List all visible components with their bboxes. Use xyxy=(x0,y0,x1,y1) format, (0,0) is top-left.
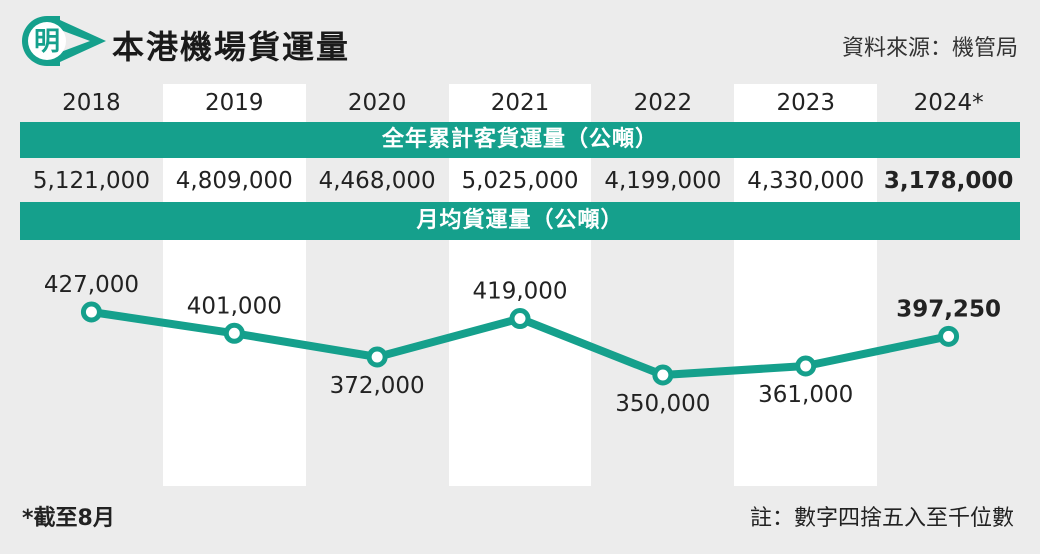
ming-pao-logo: 明 xyxy=(21,15,106,66)
page-title: 本港機場貨運量 xyxy=(112,28,351,66)
logo-char: 明 xyxy=(34,27,60,57)
data-label: 427,000 xyxy=(44,272,139,298)
annual-cell: 5,025,000 xyxy=(461,168,579,194)
year-cell: 2019 xyxy=(205,90,264,116)
data-label: 419,000 xyxy=(472,279,567,305)
rounding-note: 註：數字四捨五入至千位數 xyxy=(749,506,1014,531)
year-cell: 2018 xyxy=(62,90,121,116)
annual-row: 5,121,000 4,809,000 4,468,000 5,025,000 … xyxy=(20,160,1020,202)
annual-cell: 4,199,000 xyxy=(604,168,722,194)
data-point xyxy=(366,346,388,368)
annual-cell: 3,178,000 xyxy=(883,168,1014,194)
data-point xyxy=(80,301,102,323)
year-cell: 2024* xyxy=(913,90,984,116)
data-point xyxy=(509,308,531,330)
data-label: 372,000 xyxy=(330,373,425,399)
year-cell: 2022 xyxy=(633,90,693,116)
annual-cell: 4,330,000 xyxy=(747,168,865,194)
data-label: 361,000 xyxy=(758,382,853,408)
data-label: 397,250 xyxy=(896,296,1001,322)
monthly-band: 月均貨運量（公噸） xyxy=(20,202,1020,240)
data-label: 401,000 xyxy=(187,293,282,319)
data-point xyxy=(938,325,960,347)
data-point xyxy=(795,355,817,377)
data-point xyxy=(223,322,245,344)
header: 明 本港機場貨運量 資料來源：機管局 xyxy=(0,0,1040,74)
annual-cell: 4,809,000 xyxy=(175,168,293,194)
data-point xyxy=(652,364,674,386)
data-label: 350,000 xyxy=(615,391,710,417)
year-row: 2018 2019 2020 2021 2022 2023 2024* xyxy=(20,84,1020,122)
source-label: 資料來源：機管局 xyxy=(841,36,1018,61)
footnote: *截至8月 xyxy=(22,506,115,531)
annual-cell: 5,121,000 xyxy=(32,168,150,194)
year-cell: 2023 xyxy=(776,90,835,116)
year-cell: 2020 xyxy=(347,90,407,116)
year-cell: 2021 xyxy=(490,90,550,116)
annual-band: 全年累計客貨運量（公噸） xyxy=(20,122,1020,158)
annual-cell: 4,468,000 xyxy=(318,168,436,194)
